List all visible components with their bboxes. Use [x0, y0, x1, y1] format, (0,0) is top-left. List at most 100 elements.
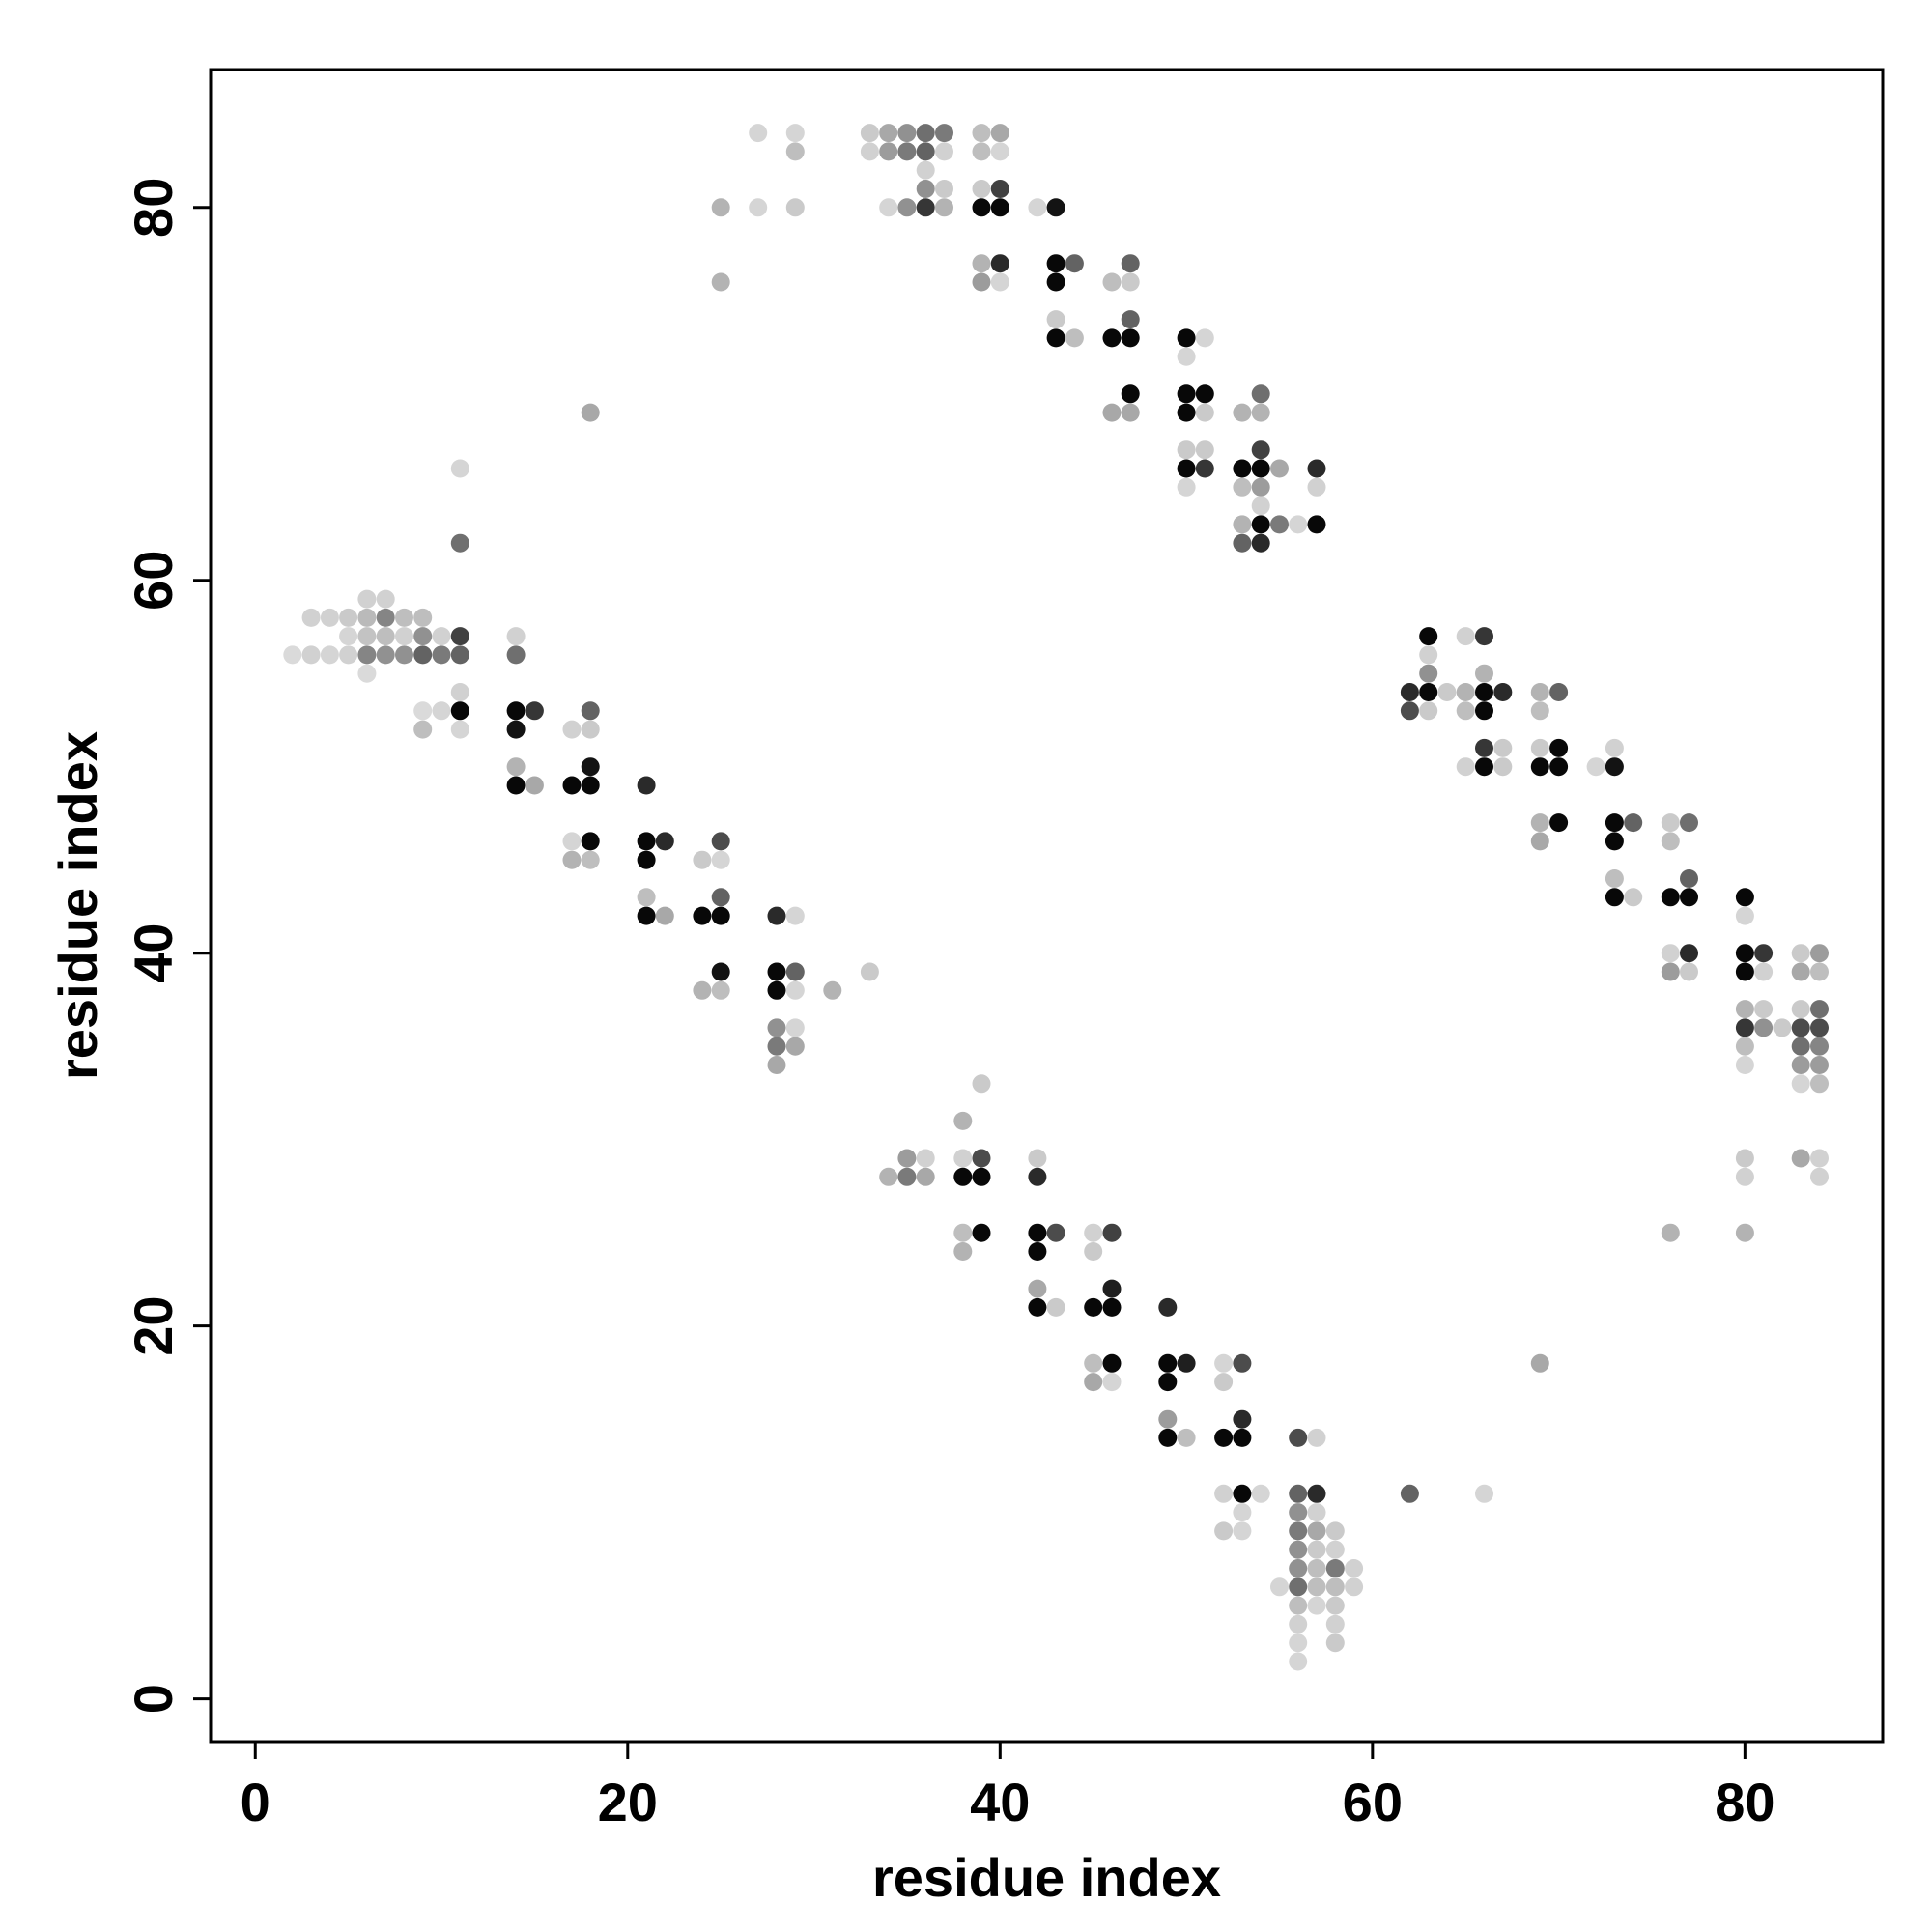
contact-point [1289, 1428, 1308, 1447]
contact-point [301, 608, 321, 627]
contact-point [1195, 459, 1214, 478]
contact-point [395, 627, 413, 646]
contact-point [581, 403, 600, 422]
contact-point [953, 1149, 973, 1168]
contact-point [1456, 701, 1475, 721]
contact-point [1735, 962, 1754, 981]
contact-point [693, 850, 712, 869]
contact-point [1177, 403, 1196, 422]
contact-point [506, 757, 526, 777]
contact-point [1233, 533, 1252, 553]
contact-point [1325, 1540, 1345, 1559]
contact-point [357, 645, 377, 665]
contact-point [1735, 944, 1754, 963]
contact-point [1214, 1484, 1234, 1503]
contact-point [972, 198, 991, 217]
contact-point [1251, 440, 1270, 460]
contact-point [785, 1037, 805, 1056]
contact-point [1810, 1018, 1829, 1037]
contact-point [1345, 1577, 1364, 1597]
contact-point [395, 645, 413, 665]
contact-point [1773, 1018, 1792, 1037]
contact-point [1680, 813, 1698, 833]
contact-point [1624, 888, 1643, 907]
contact-point [1195, 328, 1214, 348]
contact-point [1661, 944, 1680, 963]
contact-point [1419, 645, 1438, 665]
contact-point [1419, 701, 1438, 721]
contact-point [1810, 1056, 1829, 1074]
contact-point [581, 832, 600, 851]
contact-point [1605, 813, 1624, 833]
contact-point [749, 124, 768, 143]
contact-point [1307, 1596, 1326, 1615]
contact-point [860, 142, 879, 161]
x-tick-label: 80 [1715, 1772, 1775, 1833]
contact-point [1605, 888, 1624, 907]
contact-point [1530, 683, 1549, 701]
contact-point [1549, 738, 1569, 757]
contact-point [1233, 1428, 1252, 1447]
contact-point [1233, 1484, 1252, 1503]
contact-point [655, 906, 674, 925]
contact-point [1307, 1521, 1326, 1541]
contact-point [450, 533, 469, 553]
contact-point [1289, 1634, 1308, 1653]
contact-point [413, 645, 433, 665]
contact-point [1046, 1223, 1065, 1242]
contact-point [1084, 1373, 1103, 1392]
contact-point [953, 1242, 973, 1261]
contact-point [1046, 198, 1065, 217]
contact-point [413, 608, 433, 627]
contact-point [1810, 962, 1829, 981]
x-tick-label: 40 [970, 1772, 1030, 1833]
y-tick-label: 20 [123, 1296, 184, 1356]
contact-point [1475, 738, 1493, 757]
contact-point [1735, 1167, 1754, 1186]
contact-point [1102, 1297, 1122, 1317]
contact-point [1549, 757, 1569, 777]
contact-point [1028, 1167, 1047, 1186]
contact-point [990, 180, 1009, 198]
contact-point [879, 198, 898, 217]
contact-point [1791, 1056, 1810, 1074]
contact-point [879, 124, 898, 143]
contact-point [916, 180, 935, 198]
contact-point [1754, 944, 1774, 963]
contact-point [785, 980, 805, 1000]
contact-point [972, 272, 991, 292]
contact-point [897, 1167, 917, 1186]
contact-point [506, 645, 526, 665]
contact-point [1661, 832, 1680, 851]
contact-point [1158, 1373, 1178, 1392]
contact-point [301, 645, 321, 665]
contact-point [935, 142, 953, 161]
contact-point [581, 776, 600, 795]
contact-point [767, 980, 786, 1000]
contact-point [1046, 310, 1065, 329]
contact-point [1680, 962, 1698, 981]
contact-point [581, 757, 600, 777]
contact-point [1214, 1353, 1234, 1373]
contact-point [637, 832, 656, 851]
contact-point [1680, 869, 1698, 888]
contact-point [1475, 757, 1493, 777]
contact-point [916, 1149, 935, 1168]
contact-point [1530, 832, 1549, 851]
contact-point [1754, 962, 1774, 981]
contact-point [562, 776, 582, 795]
contact-point [1493, 757, 1513, 777]
contact-point [1791, 944, 1810, 963]
contact-point [1735, 1149, 1754, 1168]
contact-point [1475, 664, 1493, 683]
contact-point [1177, 328, 1196, 348]
contact-point [1177, 440, 1196, 460]
contact-point [785, 1018, 805, 1037]
contact-point [1419, 683, 1438, 701]
contact-point [432, 701, 451, 721]
contact-point [1791, 1000, 1810, 1019]
contact-point [1735, 1223, 1754, 1242]
contact-point [1735, 1056, 1754, 1074]
contact-point [1289, 1521, 1308, 1541]
contact-point [1046, 1297, 1065, 1317]
